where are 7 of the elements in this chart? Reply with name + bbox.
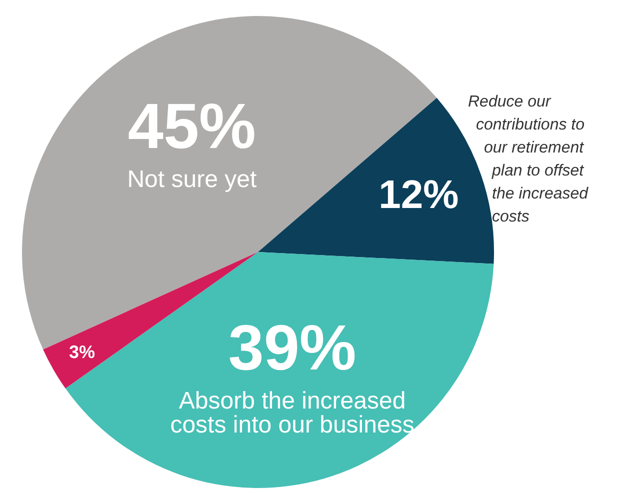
data-label: 45% xyxy=(128,90,256,162)
slice-label: Absorb the increased costs into our business xyxy=(170,387,414,438)
data-label: 39% xyxy=(228,311,356,384)
data-label: 12% xyxy=(378,172,459,217)
data-label: 3% xyxy=(68,342,95,362)
slice-label: Not sure yet xyxy=(127,166,257,194)
slice-label: Reduce our contributions to our retirement plan to offset the increased costs xyxy=(468,93,590,226)
